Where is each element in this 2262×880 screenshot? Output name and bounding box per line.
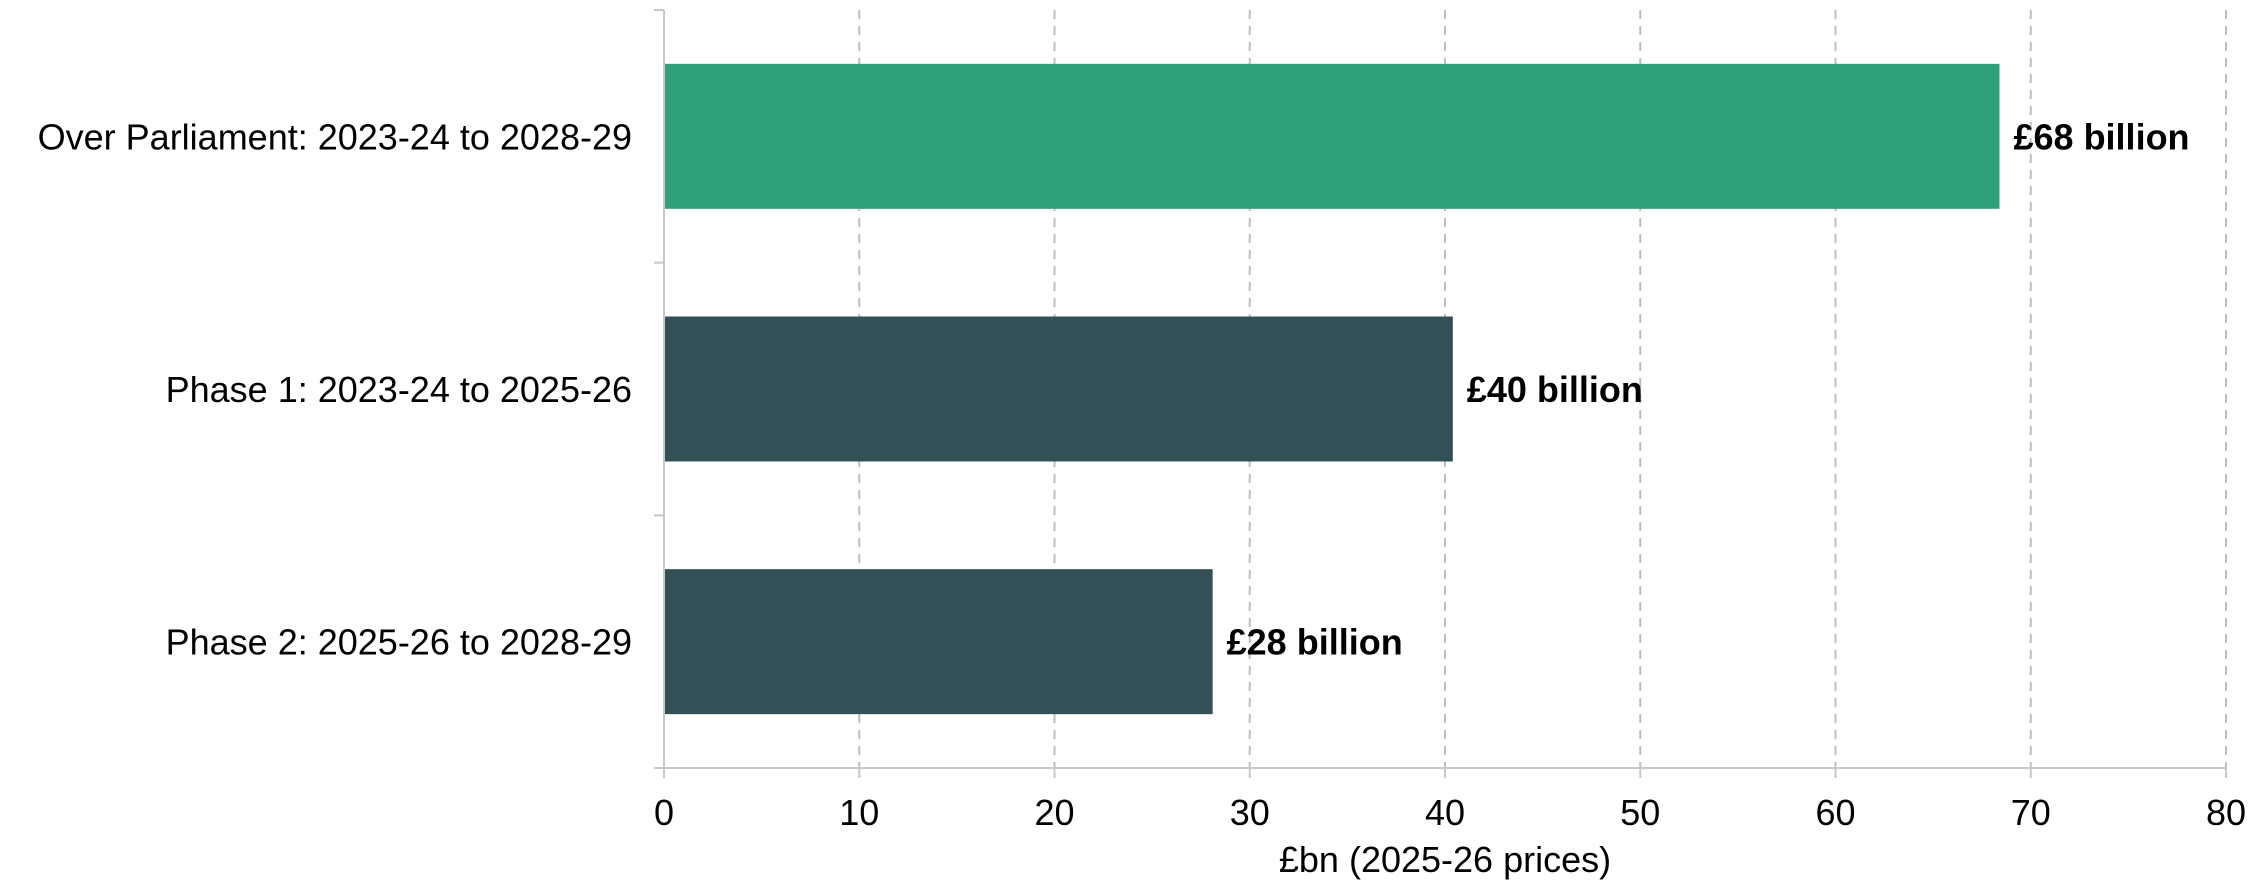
labels: Over Parliament: 2023-24 to 2028-29 £68 b…	[38, 116, 2246, 833]
x-tick-label-50: 50	[1620, 792, 1660, 833]
x-tick-label-80: 80	[2206, 792, 2246, 833]
x-axis-title: £bn (2025-26 prices)	[1279, 839, 1611, 880]
category-label-1: Phase 1: 2023-24 to 2025-26	[166, 369, 632, 410]
data-label-0: £68 billion	[2014, 116, 2190, 157]
bar-1	[664, 316, 1453, 462]
category-label-2: Phase 2: 2025-26 to 2028-29	[166, 622, 632, 663]
x-tick-label-60: 60	[1815, 792, 1855, 833]
bar-2	[664, 569, 1213, 715]
x-tick-label-20: 20	[1034, 792, 1074, 833]
data-label-2: £28 billion	[1227, 622, 1403, 663]
x-tick-label-30: 30	[1230, 792, 1270, 833]
x-tick-label-0: 0	[654, 792, 674, 833]
axes	[654, 9, 2227, 778]
bar-0	[664, 63, 2000, 209]
data-label-1: £40 billion	[1467, 369, 1643, 410]
bars	[664, 63, 2000, 715]
category-label-0: Over Parliament: 2023-24 to 2028-29	[38, 116, 632, 157]
x-tick-label-40: 40	[1425, 792, 1465, 833]
x-tick-label-70: 70	[2011, 792, 2051, 833]
x-tick-label-10: 10	[839, 792, 879, 833]
